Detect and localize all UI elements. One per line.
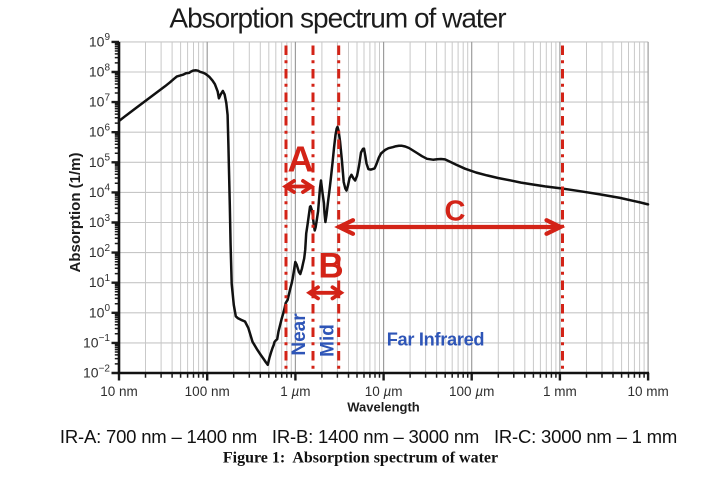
svg-text:Far Infrared: Far Infrared xyxy=(387,330,484,350)
svg-text:Absorption spectrum of water: Absorption spectrum of water xyxy=(169,3,506,34)
svg-text:1 µm: 1 µm xyxy=(280,384,310,399)
svg-text:10 µm: 10 µm xyxy=(365,384,403,399)
svg-text:C: C xyxy=(445,196,466,228)
svg-text:Mid: Mid xyxy=(318,324,339,357)
svg-text:Figure 1: Absorption spectrum: Figure 1: Absorption spectrum of water xyxy=(223,450,498,467)
svg-text:10 nm: 10 nm xyxy=(100,384,138,399)
svg-text:100 nm: 100 nm xyxy=(185,384,230,399)
svg-text:Absorption (1/m): Absorption (1/m) xyxy=(67,153,84,273)
svg-text:Near: Near xyxy=(289,313,310,356)
svg-text:A: A xyxy=(288,139,314,180)
svg-text:10 mm: 10 mm xyxy=(627,384,668,399)
svg-text:Wavelength: Wavelength xyxy=(347,400,420,415)
svg-text:B: B xyxy=(318,247,343,286)
svg-text:1 mm: 1 mm xyxy=(543,384,577,399)
svg-text:100 µm: 100 µm xyxy=(449,384,494,399)
svg-text:IR-A: 700 nm – 1400 nm IR-B:: IR-A: 700 nm – 1400 nm IR-B: 1400 nm – 3… xyxy=(60,426,677,447)
